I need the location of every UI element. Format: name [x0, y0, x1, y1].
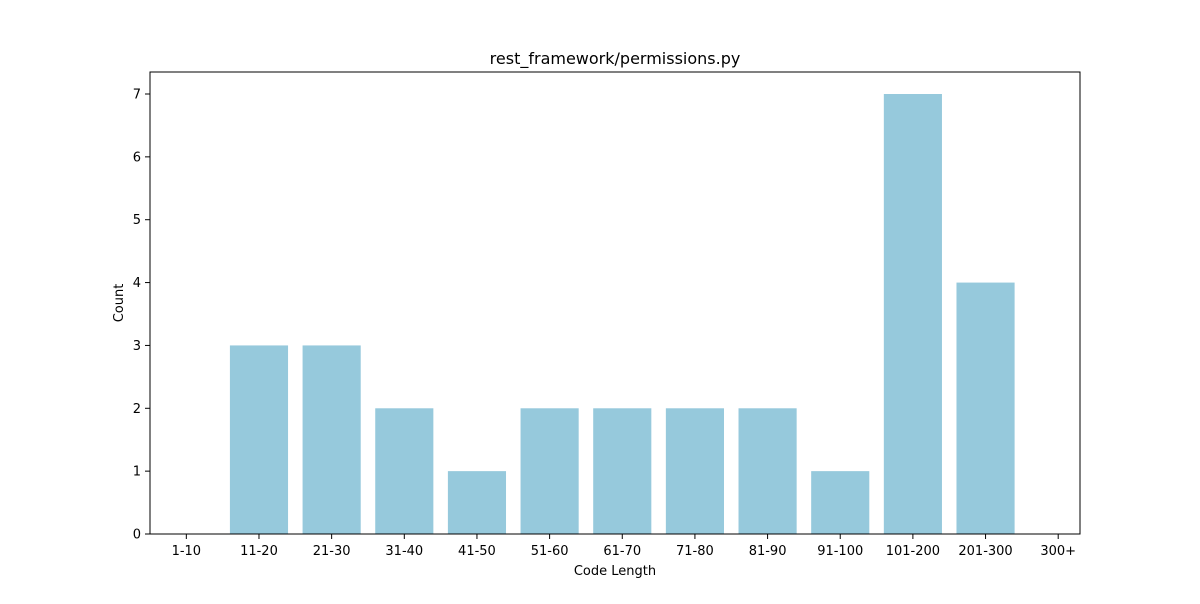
- bar-71-80: [665, 408, 724, 534]
- y-tick-label: 4: [133, 276, 141, 291]
- plot-area-frame: [149, 71, 1081, 535]
- bar-81-90: [738, 408, 797, 534]
- x-tick-label: 300+: [1040, 544, 1076, 559]
- y-tick-label: 7: [133, 88, 141, 103]
- bar-91-100: [811, 471, 870, 534]
- x-tick-label: 11-20: [240, 544, 278, 559]
- x-tick-label: 1-10: [172, 544, 202, 559]
- x-axis-ticks: 1-10 11-20 21-30 31-40 41-50 51-60 61-70 71-80 8…: [172, 534, 1076, 559]
- x-tick-label: 81-90: [749, 544, 787, 559]
- y-tick-label: 5: [133, 213, 141, 228]
- x-tick-label: 101-200: [886, 544, 940, 559]
- x-tick-label: 71-80: [676, 544, 714, 559]
- y-axis-label: Count: [112, 284, 127, 323]
- x-axis-label: Code Length: [574, 564, 656, 579]
- chart-title: rest_framework/permissions.py: [490, 49, 741, 69]
- bar-31-40: [375, 408, 434, 534]
- bar-101-200: [883, 94, 942, 534]
- bar-41-50: [447, 471, 507, 534]
- bar-21-30: [302, 345, 361, 534]
- y-axis-ticks: 0 1 2 3 4 5 6 7: [133, 88, 150, 543]
- bar-201-300: [956, 282, 1015, 534]
- y-tick-label: 1: [133, 465, 141, 480]
- y-tick-label: 6: [133, 150, 141, 165]
- y-tick-label: 2: [133, 402, 141, 417]
- x-tick-label: 61-70: [603, 544, 641, 559]
- bars-layer: [229, 94, 1015, 534]
- x-tick-label: 201-300: [958, 544, 1012, 559]
- x-tick-label: 31-40: [385, 544, 423, 559]
- bar-11-20: [229, 345, 289, 534]
- y-tick-label: 0: [133, 528, 141, 543]
- bar-61-70: [593, 408, 652, 534]
- bar-51-60: [520, 408, 579, 534]
- x-tick-label: 21-30: [313, 544, 351, 559]
- x-tick-label: 91-100: [817, 544, 863, 559]
- x-tick-label: 41-50: [458, 544, 496, 559]
- y-tick-label: 3: [133, 339, 141, 354]
- x-tick-label: 51-60: [531, 544, 569, 559]
